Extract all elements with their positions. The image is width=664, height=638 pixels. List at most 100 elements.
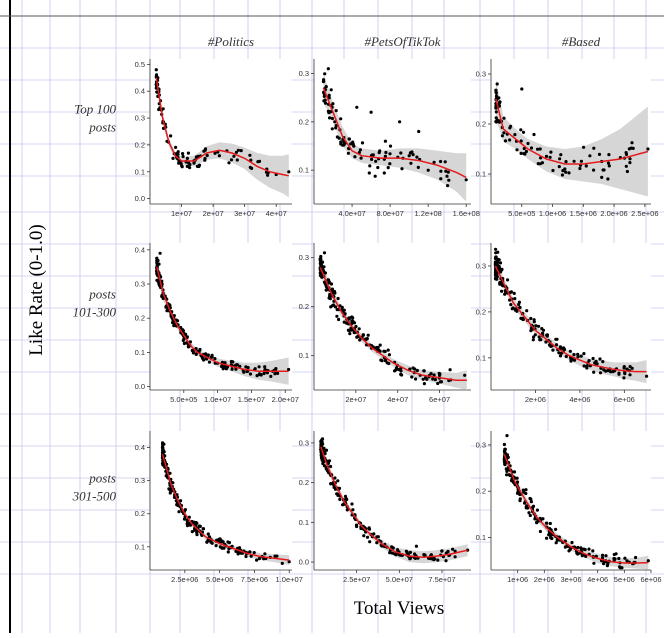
data-point [502, 116, 506, 120]
data-point [168, 471, 172, 475]
data-point [432, 160, 436, 164]
data-point [255, 558, 259, 562]
row-title: posts [88, 471, 116, 486]
data-point [494, 247, 498, 251]
data-point [604, 554, 608, 558]
y-tick-label: 0.3 [299, 438, 309, 447]
data-point [623, 556, 627, 560]
data-point [232, 154, 236, 158]
data-point [213, 151, 217, 155]
data-point [503, 451, 507, 455]
x-tick-label: 2e+06 [534, 575, 555, 584]
facet-panel: 0.0 0.1 0.2 0.3 0.4 0.5 1e+07 2e+07 3e+07 4e+07 [135, 59, 292, 218]
data-point [224, 366, 228, 370]
data-point [494, 94, 499, 98]
x-tick-label: 2e+06 [525, 395, 546, 404]
data-point [579, 354, 583, 358]
data-point [444, 559, 448, 563]
data-point [276, 371, 280, 375]
data-point [367, 527, 372, 531]
y-tick-label: 0.3 [135, 476, 145, 485]
data-point [622, 366, 626, 370]
data-point [362, 534, 366, 538]
data-point [625, 367, 629, 371]
data-point [567, 171, 571, 175]
data-point [347, 137, 351, 141]
data-point [515, 148, 519, 152]
x-tick-label: 5.0e+06 [206, 575, 233, 584]
data-point [339, 117, 343, 121]
data-point [539, 338, 543, 342]
facet-panel: 0.1 0.2 0.3 4.0e+07 8.0e+07 1.2e+08 1.6e+08 [299, 59, 480, 218]
data-point [602, 562, 606, 566]
data-point [564, 354, 568, 359]
data-point [496, 250, 500, 254]
y-tick-label: 0.3 [476, 440, 486, 449]
data-point [366, 333, 370, 337]
data-point [376, 165, 380, 170]
data-point [185, 156, 189, 160]
data-point [259, 372, 263, 377]
data-point [368, 540, 372, 544]
data-point [179, 499, 183, 503]
data-point [364, 337, 368, 342]
data-point [342, 308, 346, 312]
data-point [229, 359, 233, 364]
data-point [329, 282, 334, 286]
data-point [323, 101, 328, 105]
data-point [598, 371, 603, 375]
data-point [525, 309, 529, 313]
data-point [235, 158, 239, 162]
y-tick-label: 0.3 [299, 253, 309, 262]
data-point [351, 508, 355, 512]
data-point [206, 532, 210, 536]
data-point [554, 527, 558, 532]
data-point [497, 119, 501, 123]
data-point [333, 305, 338, 309]
data-point [517, 302, 521, 307]
data-point [161, 463, 165, 467]
data-point [386, 166, 390, 170]
data-point [370, 157, 374, 161]
data-point [322, 280, 327, 284]
y-tick-label: 0.2 [135, 140, 145, 149]
data-point [516, 490, 520, 494]
data-point [602, 168, 606, 172]
data-point [601, 553, 605, 557]
data-point [559, 153, 563, 157]
data-point [512, 470, 517, 474]
facet-panel: 0.1 0.2 0.3 2e+07 4e+07 6e+07 [299, 243, 471, 404]
x-tick-label: 2.5e+06 [171, 575, 198, 584]
data-point [349, 142, 353, 146]
data-point [322, 464, 326, 468]
data-point [226, 540, 230, 544]
y-tick-label: 0.1 [299, 166, 309, 175]
data-point [518, 497, 522, 501]
data-point [236, 552, 240, 556]
data-point [551, 168, 555, 173]
y-tick-label: 0.3 [476, 261, 486, 270]
data-point [255, 374, 259, 378]
data-point [203, 147, 208, 151]
x-tick-label: 1e+07 [171, 209, 192, 218]
data-point [597, 152, 602, 156]
data-point [537, 335, 541, 339]
data-point [544, 521, 549, 525]
x-tick-label: 2.0e+07 [272, 395, 299, 404]
data-point [174, 145, 178, 149]
data-point [322, 94, 326, 98]
data-point [533, 333, 537, 337]
data-point [558, 345, 563, 349]
data-point [266, 173, 270, 177]
data-point [333, 120, 337, 124]
data-point [184, 332, 188, 336]
data-point [585, 364, 589, 368]
data-point [506, 278, 510, 282]
data-point [436, 558, 440, 562]
column-title: #PetsOfTikTok [364, 34, 440, 49]
data-point [540, 161, 545, 165]
data-point [426, 168, 430, 172]
data-point [495, 82, 499, 86]
row-title: Top 100 [74, 102, 116, 117]
data-point [588, 154, 592, 158]
